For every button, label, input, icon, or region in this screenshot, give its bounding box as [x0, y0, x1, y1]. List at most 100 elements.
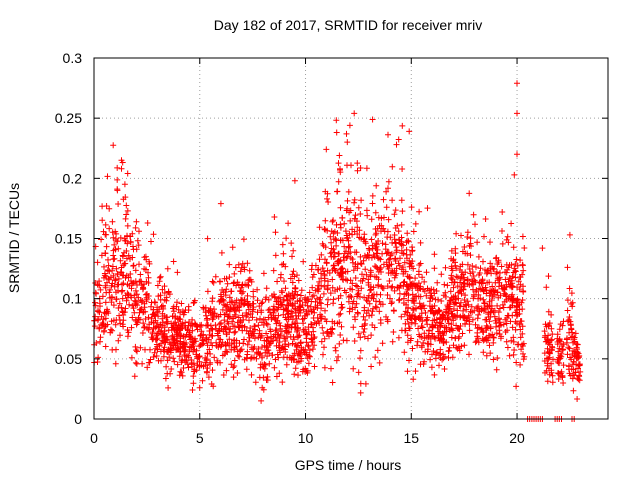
data-point [336, 250, 342, 257]
data-point [263, 285, 270, 292]
data-point [345, 244, 352, 251]
data-point [508, 337, 515, 344]
data-point [223, 286, 230, 293]
data-point [133, 360, 140, 367]
data-point [316, 224, 323, 231]
data-point [311, 363, 318, 370]
data-point [424, 348, 431, 355]
data-point [398, 197, 405, 204]
data-point [335, 353, 342, 360]
data-point [446, 344, 453, 351]
data-point [404, 230, 411, 237]
data-point [337, 224, 344, 231]
data-point [449, 354, 456, 361]
data-point [235, 314, 242, 321]
data-point [464, 261, 471, 268]
data-point [354, 283, 361, 290]
data-point [407, 251, 414, 258]
data-point [412, 368, 419, 375]
data-point [314, 295, 320, 302]
data-point [336, 152, 343, 159]
data-point [520, 340, 527, 347]
data-point [300, 306, 307, 313]
data-point [548, 369, 555, 376]
data-point [99, 217, 106, 224]
data-point [139, 360, 146, 367]
data-point [357, 293, 363, 300]
data-point [353, 218, 360, 225]
data-point [383, 313, 389, 320]
data-point [283, 235, 290, 242]
data-point [199, 336, 206, 343]
data-point [406, 312, 413, 319]
data-point [369, 192, 376, 199]
data-point [128, 285, 135, 292]
data-point [482, 316, 489, 323]
data-point [511, 265, 518, 272]
data-point [153, 353, 160, 359]
data-point [393, 141, 400, 148]
data-point [266, 340, 273, 347]
data-point [137, 344, 144, 351]
data-point [163, 294, 170, 301]
data-point [426, 303, 433, 309]
data-point [457, 275, 464, 282]
data-point [350, 324, 357, 331]
data-point [123, 202, 130, 209]
data-point [102, 273, 109, 280]
data-point [200, 363, 207, 370]
data-point [476, 271, 482, 278]
data-point [110, 317, 117, 324]
data-point [223, 275, 230, 282]
data-point [445, 354, 452, 361]
data-point [452, 245, 459, 252]
data-point [567, 354, 573, 361]
data-point [142, 253, 149, 260]
data-point [159, 319, 166, 326]
data-point [267, 328, 274, 335]
data-point [280, 306, 287, 313]
data-point [232, 264, 239, 271]
data-point [382, 246, 389, 253]
data-point [295, 348, 302, 355]
data-point [310, 271, 317, 278]
data-point [361, 333, 368, 340]
data-point [271, 293, 278, 300]
data-point [130, 305, 137, 312]
data-point [351, 249, 358, 256]
data-point [204, 317, 211, 323]
data-point [389, 163, 396, 170]
data-point [335, 260, 342, 267]
data-point [271, 214, 278, 220]
data-point [127, 292, 134, 299]
data-point [502, 269, 509, 276]
data-point [481, 300, 488, 307]
data-point [353, 282, 359, 289]
data-point [287, 300, 294, 307]
data-point [385, 270, 392, 276]
data-point [399, 208, 406, 215]
data-point [117, 269, 124, 275]
data-point [290, 294, 297, 301]
data-point [414, 338, 421, 345]
data-point [374, 225, 381, 232]
data-point [280, 297, 287, 304]
data-point [120, 196, 127, 203]
data-point [144, 220, 151, 226]
data-point [231, 270, 238, 277]
data-point [249, 308, 256, 315]
data-point [392, 256, 399, 263]
data-point [329, 325, 336, 332]
data-point [336, 311, 342, 318]
data-point [566, 285, 573, 292]
data-point [365, 276, 372, 283]
data-point [328, 239, 335, 246]
data-point [482, 266, 488, 273]
data-point [560, 341, 567, 348]
data-point [109, 346, 116, 353]
data-point [250, 345, 257, 352]
data-point [168, 366, 175, 372]
data-point [373, 264, 380, 271]
data-point [477, 295, 484, 302]
data-point [272, 327, 279, 334]
